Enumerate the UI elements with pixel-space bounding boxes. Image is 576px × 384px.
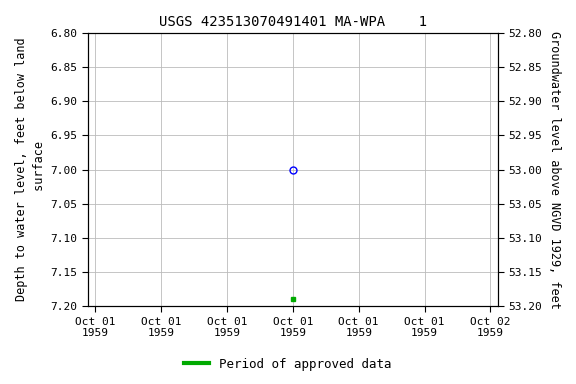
Legend: Period of approved data: Period of approved data [179, 353, 397, 376]
Title: USGS 423513070491401 MA-WPA    1: USGS 423513070491401 MA-WPA 1 [159, 15, 427, 29]
Y-axis label: Groundwater level above NGVD 1929, feet: Groundwater level above NGVD 1929, feet [548, 31, 561, 308]
Y-axis label: Depth to water level, feet below land
 surface: Depth to water level, feet below land su… [15, 38, 46, 301]
